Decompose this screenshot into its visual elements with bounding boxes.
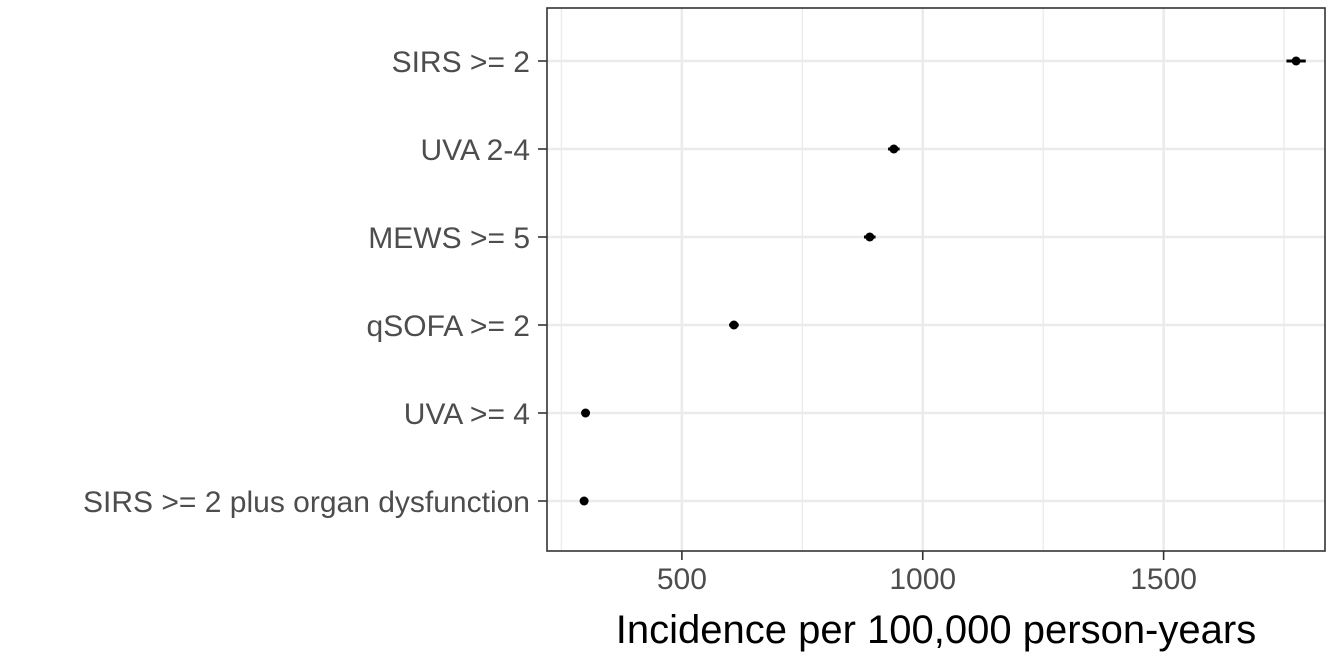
x-axis-title: Incidence per 100,000 person-years <box>616 608 1256 652</box>
data-point <box>889 144 899 154</box>
y-tick-label: SIRS >= 2 <box>392 46 530 79</box>
data-point <box>865 232 875 242</box>
y-tick-label: UVA 2-4 <box>421 134 531 167</box>
data-point <box>579 496 589 506</box>
panel-border <box>546 7 1326 552</box>
data-point <box>1291 56 1301 66</box>
data-point <box>581 408 591 418</box>
y-tick-label: SIRS >= 2 plus organ dysfunction <box>83 486 530 519</box>
y-tick-label: qSOFA >= 2 <box>367 310 530 343</box>
x-axis: 500 1000 1500 <box>657 551 1197 596</box>
y-tick-label: UVA >= 4 <box>404 398 530 431</box>
data-point <box>729 320 739 330</box>
grid-layer <box>547 8 1325 551</box>
x-tick-label: 1000 <box>889 563 956 596</box>
x-tick-label: 500 <box>657 563 707 596</box>
x-tick-label: 1500 <box>1130 563 1197 596</box>
y-axis: SIRS >= 2 UVA 2-4 MEWS >= 5 qSOFA >= 2 UVA >… <box>83 46 547 519</box>
y-tick-label: MEWS >= 5 <box>368 222 530 255</box>
marks-layer <box>579 56 1306 506</box>
